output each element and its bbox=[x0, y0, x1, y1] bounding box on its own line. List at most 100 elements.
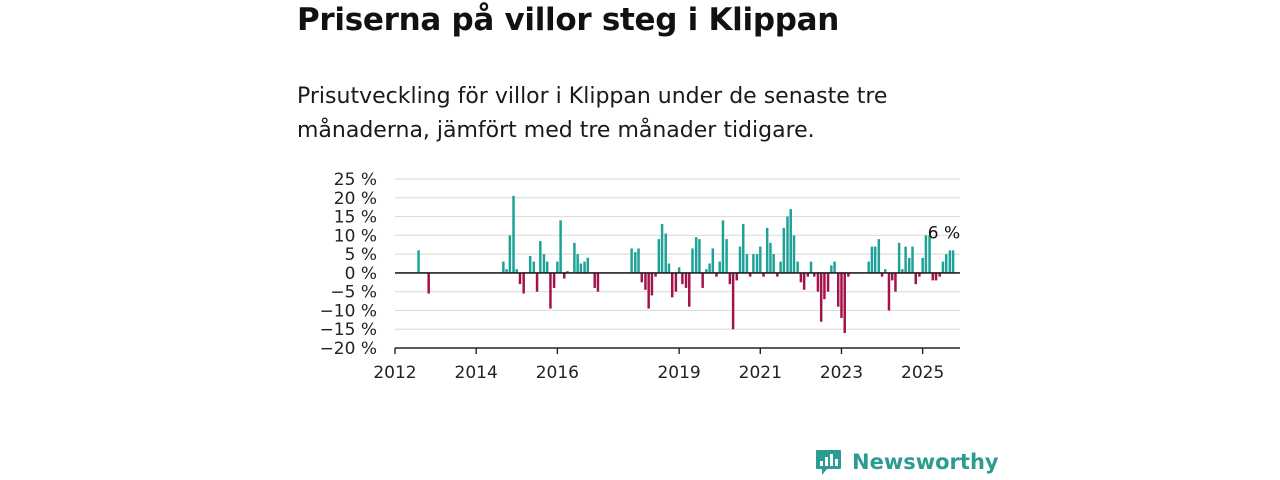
bar-negative bbox=[826, 272, 830, 292]
bar-positive bbox=[566, 271, 569, 273]
bar-positive bbox=[833, 261, 836, 273]
bar-positive bbox=[505, 269, 508, 273]
bar-positive bbox=[877, 239, 881, 273]
bar-positive bbox=[721, 220, 725, 273]
bar-positive bbox=[691, 248, 694, 273]
bar-negative bbox=[731, 272, 735, 330]
bar-negative bbox=[819, 272, 823, 322]
bar-negative bbox=[799, 272, 803, 283]
bar-negative bbox=[823, 272, 826, 300]
bar-negative bbox=[563, 272, 566, 279]
bar-negative bbox=[715, 272, 718, 277]
brand-footer: Newsworthy bbox=[815, 447, 999, 477]
bar-positive bbox=[772, 254, 775, 273]
bar-positive bbox=[786, 216, 789, 273]
bar-positive bbox=[586, 257, 590, 273]
bar-positive bbox=[745, 254, 749, 273]
bar-positive bbox=[742, 224, 745, 273]
bar-positive bbox=[508, 235, 512, 273]
bar-positive bbox=[539, 240, 542, 273]
bar-positive bbox=[738, 246, 742, 273]
chart-subtitle: Prisutveckling för villor i Klippan unde… bbox=[297, 84, 888, 143]
bar-positive bbox=[792, 235, 796, 273]
bar-positive bbox=[884, 269, 887, 273]
bar-positive bbox=[911, 246, 914, 273]
bar-positive bbox=[664, 233, 667, 273]
bar-positive bbox=[928, 235, 931, 273]
y-tick-label: −10 % bbox=[320, 301, 377, 321]
bar-negative bbox=[674, 272, 678, 292]
bar-positive bbox=[796, 261, 799, 273]
bar-negative bbox=[762, 272, 765, 277]
bar-positive bbox=[573, 242, 576, 273]
bar-positive bbox=[765, 227, 769, 273]
bars bbox=[417, 195, 955, 333]
bar-positive bbox=[948, 250, 952, 273]
bar-positive bbox=[528, 255, 532, 273]
bar-positive bbox=[924, 235, 928, 273]
bar-positive bbox=[873, 246, 877, 273]
bar-negative bbox=[931, 272, 935, 281]
bar-positive bbox=[637, 248, 640, 273]
y-tick-label: 0 % bbox=[345, 264, 377, 284]
bar-negative bbox=[806, 272, 810, 277]
y-tick-label: 25 % bbox=[334, 170, 377, 190]
bar-positive bbox=[870, 246, 874, 273]
x-tick-label: 2016 bbox=[536, 363, 579, 383]
bar-negative bbox=[934, 272, 938, 281]
bar-positive bbox=[951, 250, 955, 273]
x-tick-label: 2014 bbox=[455, 363, 498, 383]
bar-positive bbox=[512, 195, 515, 273]
bar-positive bbox=[941, 261, 945, 273]
bar-negative bbox=[644, 272, 647, 290]
bar-negative bbox=[813, 272, 816, 277]
y-tick-label: −5 % bbox=[330, 283, 377, 303]
bar-positive bbox=[705, 269, 708, 273]
bar-negative bbox=[887, 272, 891, 311]
chart-title: Priserna på villor steg i Klippan bbox=[297, 2, 839, 38]
bar-negative bbox=[840, 272, 843, 318]
axes bbox=[395, 272, 960, 349]
x-tick-label: 2019 bbox=[657, 363, 700, 383]
bar-negative bbox=[593, 272, 596, 288]
bar-negative bbox=[894, 272, 897, 292]
bar-positive bbox=[660, 224, 664, 273]
gridlines bbox=[395, 178, 960, 330]
bar-positive bbox=[711, 248, 715, 273]
bar-negative bbox=[728, 272, 732, 285]
bar-negative bbox=[918, 272, 921, 277]
y-tick-label: 20 % bbox=[334, 189, 377, 209]
x-axis-ticks: 2012 2014 2016 2019 2021 2023 2025 bbox=[373, 348, 944, 383]
bar-positive bbox=[789, 209, 792, 273]
bar-negative bbox=[816, 272, 820, 292]
y-axis-tick-labels: 25 %20 %15 %10 %5 %0 %−5 %−10 %−15 %−20 … bbox=[320, 170, 377, 359]
bar-negative bbox=[748, 272, 752, 277]
last-value-label: 6 % bbox=[928, 223, 960, 243]
y-tick-label: 15 % bbox=[334, 208, 377, 228]
bar-positive bbox=[657, 239, 661, 273]
y-tick-label: −20 % bbox=[320, 339, 377, 359]
bar-positive bbox=[667, 263, 671, 273]
bar-positive bbox=[901, 269, 904, 273]
bar-positive bbox=[694, 237, 698, 273]
bar-negative bbox=[549, 272, 552, 309]
bar-negative bbox=[654, 272, 657, 277]
bar-positive bbox=[897, 242, 901, 273]
bar-positive bbox=[532, 261, 536, 273]
bar-positive bbox=[782, 227, 786, 273]
bar-positive bbox=[867, 261, 870, 273]
bar-negative bbox=[938, 272, 941, 277]
bar-negative bbox=[684, 272, 688, 288]
bar-positive bbox=[515, 269, 519, 273]
bar-negative bbox=[802, 272, 806, 290]
bar-positive bbox=[830, 265, 833, 273]
bar-positive bbox=[545, 261, 549, 273]
bar-positive bbox=[698, 239, 701, 273]
x-tick-label: 2021 bbox=[739, 363, 782, 383]
bar-negative bbox=[735, 272, 738, 281]
bar-positive bbox=[921, 257, 924, 273]
bar-positive bbox=[752, 254, 755, 273]
bar-negative bbox=[836, 272, 840, 307]
bar-positive bbox=[904, 246, 907, 273]
